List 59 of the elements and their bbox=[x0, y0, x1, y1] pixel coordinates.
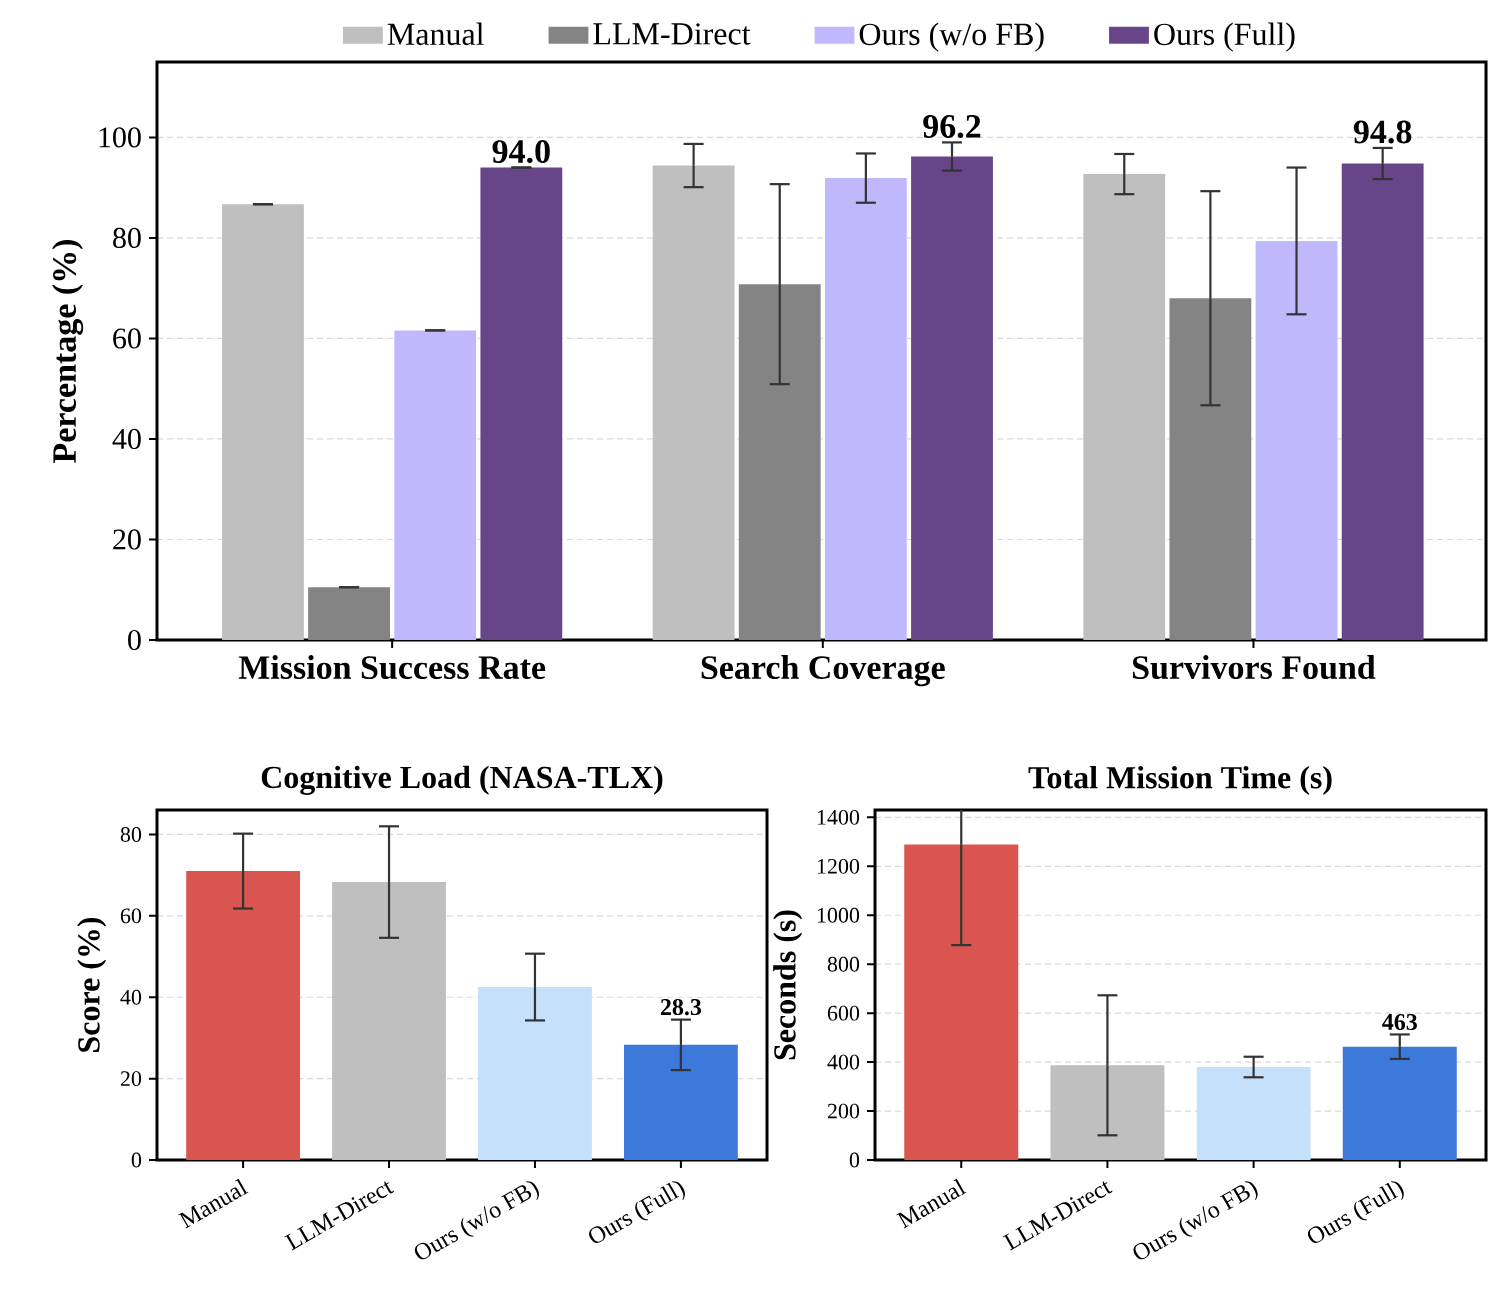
bar bbox=[332, 882, 446, 1161]
bar bbox=[1341, 163, 1424, 641]
bar bbox=[738, 284, 821, 641]
y-tick-label: 1200 bbox=[817, 858, 860, 874]
y-axis-title: Percentage (%) bbox=[52, 240, 84, 463]
legend-label: LLM-Direct bbox=[593, 23, 751, 45]
bar bbox=[186, 871, 301, 1161]
bar bbox=[1342, 1046, 1457, 1161]
x-tick-label: Ours (w/o FB) bbox=[414, 1181, 539, 1260]
bar bbox=[480, 167, 563, 641]
y-tick-label: 100 bbox=[99, 127, 141, 148]
data-label: 96.2 bbox=[923, 115, 981, 139]
y-tick-label: 0 bbox=[849, 1152, 860, 1168]
y-axis-title: Seconds (s) bbox=[773, 910, 803, 1060]
y-tick-label: 800 bbox=[827, 956, 860, 972]
legend-label: Manual bbox=[387, 22, 484, 46]
y-tick-label: 200 bbox=[827, 1103, 860, 1119]
y-tick-label: 40 bbox=[112, 428, 141, 450]
bar bbox=[1196, 1067, 1311, 1161]
data-label: 463 bbox=[1382, 1013, 1417, 1031]
y-tick-label: 1400 bbox=[817, 809, 860, 825]
data-label: 94.0 bbox=[492, 140, 550, 164]
y-tick-label: 0 bbox=[128, 629, 141, 651]
y-tick-label: 80 bbox=[120, 827, 142, 842]
y-tick-label: 60 bbox=[120, 908, 142, 924]
x-tick-label: Search Coverage bbox=[701, 655, 945, 687]
x-tick-label: Mission Success Rate bbox=[238, 655, 546, 680]
y-tick-label: 1000 bbox=[817, 907, 860, 923]
x-tick-label: Ours (Full) bbox=[589, 1181, 685, 1243]
bar bbox=[1083, 174, 1166, 641]
bar bbox=[652, 165, 735, 641]
x-tick-label: Ours (Full) bbox=[1307, 1181, 1404, 1243]
bar bbox=[394, 330, 477, 641]
bar bbox=[308, 587, 390, 641]
y-tick-label: 20 bbox=[113, 529, 141, 550]
y-tick-label: 60 bbox=[113, 328, 141, 349]
bar bbox=[478, 987, 592, 1161]
chart-title: Cognitive Load (NASA-TLX) bbox=[261, 765, 663, 795]
bar bbox=[824, 178, 907, 641]
y-tick-label: 80 bbox=[113, 227, 141, 249]
data-label: 94.8 bbox=[1353, 120, 1412, 144]
x-tick-label: Survivors Found bbox=[1132, 655, 1376, 680]
legend-label: Ours (w/o FB) bbox=[859, 22, 1044, 52]
bar bbox=[904, 844, 1019, 1161]
x-tick-label: Ours (w/o FB) bbox=[1133, 1181, 1258, 1260]
legend-label: Ours (Full) bbox=[1154, 22, 1295, 52]
y-tick-label: 20 bbox=[120, 1071, 142, 1087]
bar bbox=[911, 156, 993, 641]
y-tick-label: 400 bbox=[827, 1054, 860, 1070]
chart-title: Total Mission Time (s) bbox=[1028, 765, 1332, 795]
y-tick-label: 600 bbox=[827, 1005, 860, 1021]
data-label: 28.3 bbox=[660, 998, 702, 1016]
bar bbox=[1169, 298, 1252, 641]
bar bbox=[222, 204, 304, 641]
y-tick-label: 40 bbox=[120, 989, 142, 1005]
bar bbox=[1255, 240, 1338, 641]
bar bbox=[623, 1044, 738, 1161]
y-tick-label: 0 bbox=[131, 1152, 142, 1168]
y-axis-title: Score (%) bbox=[77, 917, 107, 1052]
